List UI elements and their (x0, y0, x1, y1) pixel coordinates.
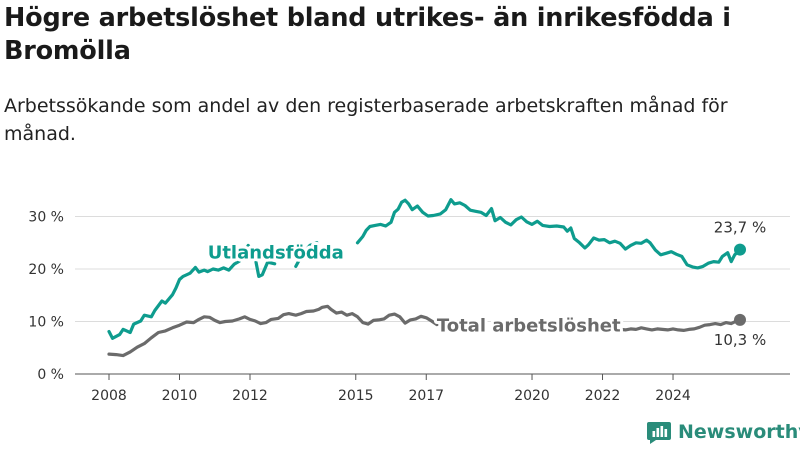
y-tick-label: 10 % (28, 315, 64, 331)
x-tick-label: 2024 (655, 388, 691, 404)
x-tick-label: 2012 (232, 388, 268, 404)
series-label-halo: Total arbetslöshet (437, 316, 621, 337)
end-value-label: 23,7 % (714, 219, 766, 237)
newsworthy-brand: Newsworthy (646, 418, 800, 446)
x-tick-label: 2008 (91, 388, 127, 404)
series-line-0 (355, 198, 742, 270)
x-tick-label: 2010 (162, 388, 198, 404)
grid-lines (75, 216, 790, 375)
series-line-0 (107, 243, 277, 340)
series-line-1 (560, 318, 742, 332)
chart-subtitle: Arbetssökande som andel av den registerb… (4, 95, 728, 145)
x-tick-label: 2017 (408, 388, 444, 404)
y-tick-label: 0 % (37, 367, 64, 383)
x-tick-label: 2020 (514, 388, 550, 404)
series-label: Total arbetslöshet (437, 316, 621, 337)
end-annotations: 23,7 % 10,3 % (714, 219, 766, 349)
series-lines (107, 198, 742, 358)
x-tick-label: 2015 (338, 388, 374, 404)
series-line-1 (107, 304, 442, 358)
chart-title: Högre arbetslöshet bland utrikes- än inr… (4, 3, 731, 66)
endpoint-marker (734, 313, 746, 326)
end-value-label: 10,3 % (714, 331, 766, 349)
y-axis-ticks: 0 % 10 % 20 % 30 % (28, 210, 64, 384)
endpoint-marker (734, 243, 746, 256)
y-tick-label: 30 % (28, 210, 64, 226)
y-tick-label: 20 % (28, 262, 64, 278)
series-label-halo: Utlandsfödda (208, 243, 344, 264)
series-label: Utlandsfödda (208, 243, 344, 264)
series-line-0 (294, 241, 319, 268)
brand-name: Newsworthy (678, 421, 800, 443)
newsworthy-logo-icon (647, 422, 671, 444)
x-axis-ticks: 2008 2010 2012 2015 2017 2020 2022 2024 (91, 374, 691, 404)
x-tick-label: 2022 (585, 388, 621, 404)
